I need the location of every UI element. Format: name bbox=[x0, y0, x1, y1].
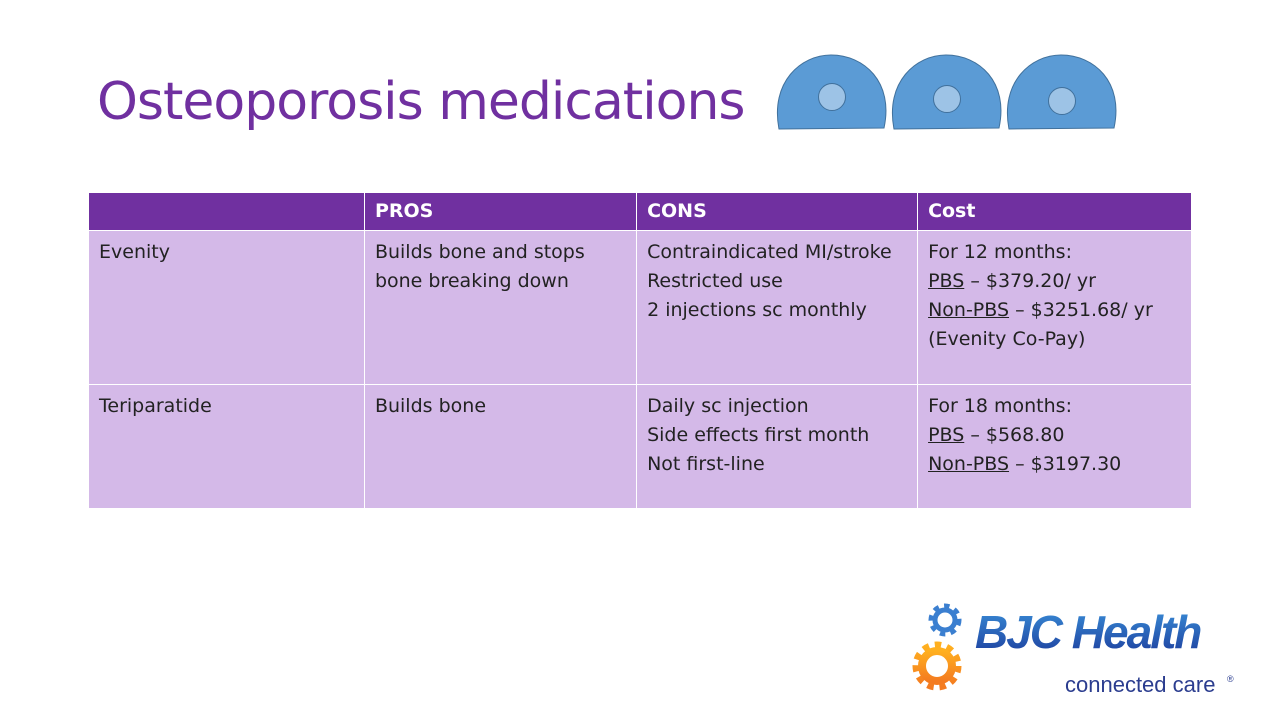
cost-intro: For 12 months: bbox=[928, 241, 1072, 263]
cons-line: Restricted use bbox=[647, 270, 783, 292]
cost-pbs: PBS – $568.80 bbox=[928, 421, 1181, 450]
pros-line: bone breaking down bbox=[374, 270, 569, 292]
nonpbs-label: Non-PBS bbox=[928, 299, 1010, 321]
cons-cell: Contraindicated MI/stroke Restricted use… bbox=[636, 230, 919, 385]
pros-line: Builds bone and stops bbox=[374, 241, 585, 263]
cost-pbs: PBS – $379.20/ yr bbox=[928, 267, 1181, 296]
header-cons: CONS bbox=[636, 192, 919, 231]
pros-line: Builds bone bbox=[374, 395, 487, 417]
nonpbs-label: Non-PBS bbox=[928, 453, 1010, 475]
medication-name: Evenity bbox=[88, 230, 365, 385]
bjc-health-logo: BJC Health connected care ® bbox=[912, 603, 1234, 697]
orange-gear-icon bbox=[912, 641, 962, 691]
medication-name: Teriparatide bbox=[88, 384, 365, 509]
cost-cell: For 18 months: PBS – $568.80 Non-PBS – $… bbox=[917, 384, 1192, 509]
pros-cell: Builds bone bbox=[363, 384, 638, 509]
cons-line: 2 injections sc monthly bbox=[647, 299, 867, 321]
nonpbs-value: – $3197.30 bbox=[1009, 453, 1122, 475]
header-cost: Cost bbox=[917, 192, 1192, 231]
bone-icon bbox=[1007, 54, 1117, 130]
table-header-row: PROS CONS Cost bbox=[88, 192, 1192, 231]
logo-tagline: connected care bbox=[1065, 672, 1215, 697]
medications-table: PROS CONS Cost Evenity Builds bone and s… bbox=[88, 192, 1192, 509]
header-pros: PROS bbox=[363, 192, 638, 231]
header-blank bbox=[88, 192, 365, 231]
cost-cell: For 12 months: PBS – $379.20/ yr Non-PBS… bbox=[917, 230, 1192, 385]
cost-intro: For 18 months: bbox=[928, 395, 1072, 417]
table-row: Teriparatide Builds bone Daily sc inject… bbox=[88, 384, 1192, 509]
bone-icon bbox=[777, 54, 887, 130]
cons-line: Daily sc injection bbox=[647, 395, 809, 417]
page-title: Osteoporosis medications bbox=[97, 72, 746, 132]
pros-cell: Builds bone and stops bone breaking down bbox=[363, 230, 638, 385]
cons-line: Side effects first month bbox=[647, 424, 870, 446]
registered-mark: ® bbox=[1227, 674, 1234, 684]
cons-cell: Daily sc injection Side effects first mo… bbox=[636, 384, 919, 509]
cons-line: Not first-line bbox=[647, 453, 765, 475]
pbs-value: – $379.20/ yr bbox=[964, 270, 1096, 292]
cost-nonpbs: Non-PBS – $3251.68/ yr bbox=[928, 296, 1181, 325]
cost-nonpbs: Non-PBS – $3197.30 bbox=[928, 450, 1181, 479]
bone-icon bbox=[892, 54, 1002, 130]
logo-wordmark: BJC Health bbox=[975, 606, 1201, 658]
bone-cross-section-icons bbox=[777, 54, 1117, 130]
nonpbs-value: – $3251.68/ yr bbox=[1009, 299, 1153, 321]
cost-note: (Evenity Co-Pay) bbox=[928, 328, 1086, 350]
cons-line: Contraindicated MI/stroke bbox=[647, 241, 892, 263]
pbs-label: PBS bbox=[928, 270, 965, 292]
pbs-label: PBS bbox=[928, 424, 965, 446]
blue-gear-icon bbox=[928, 603, 962, 637]
pbs-value: – $568.80 bbox=[964, 424, 1065, 446]
table-row: Evenity Builds bone and stops bone break… bbox=[88, 230, 1192, 385]
